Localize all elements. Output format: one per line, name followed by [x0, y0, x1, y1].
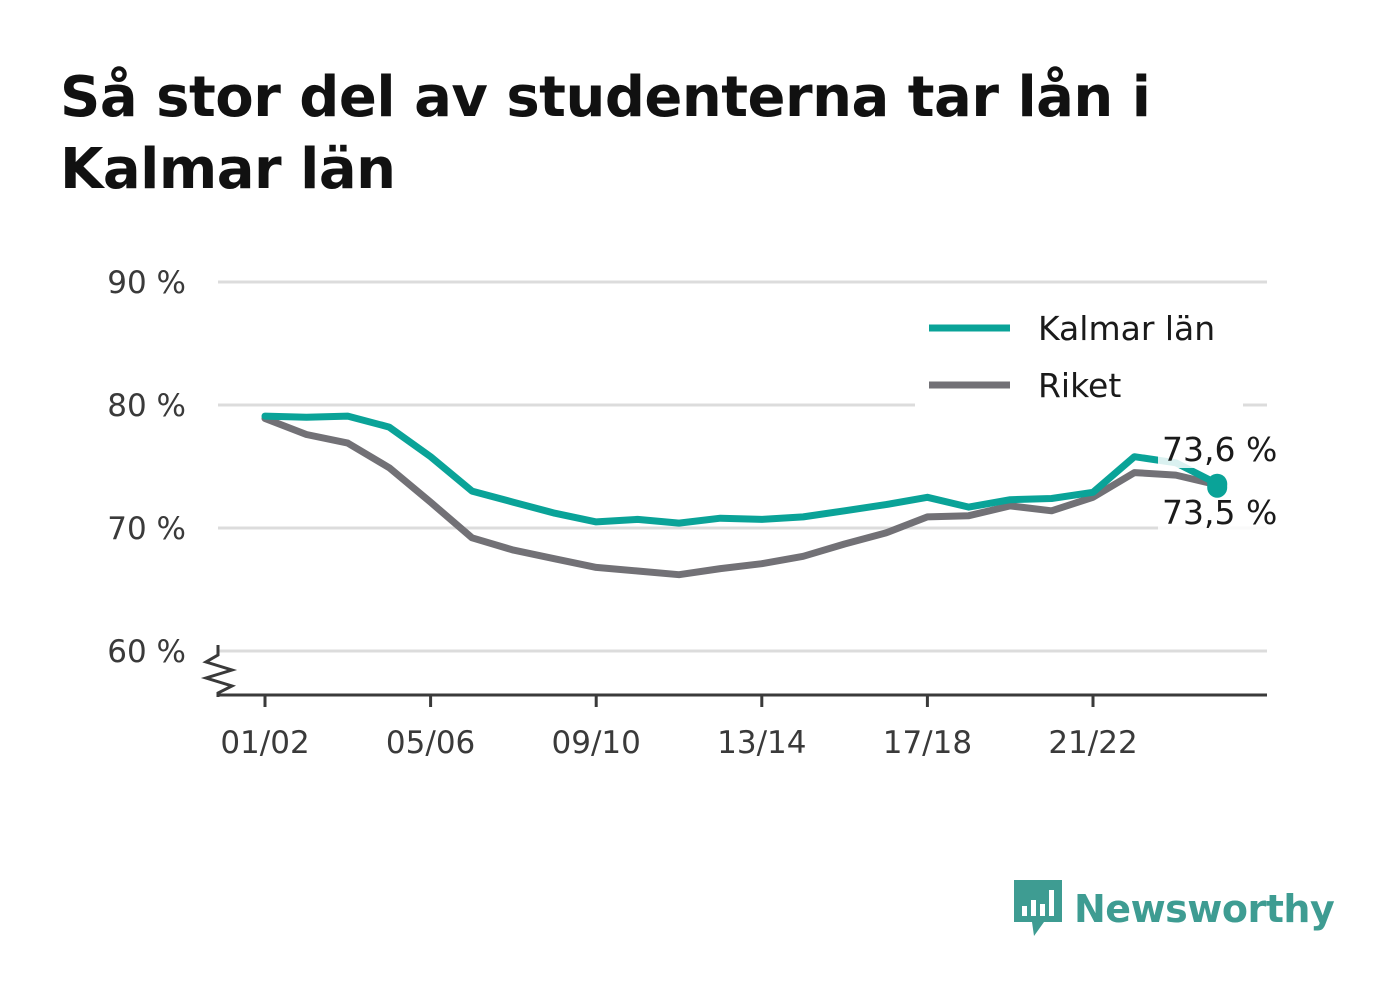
chart-title: Så stor del av studenterna tar lån i Kal… — [60, 65, 1151, 202]
legend-label: Kalmar län — [1038, 309, 1215, 348]
x-tick-label: 13/14 — [717, 725, 806, 761]
x-tick-label: 01/02 — [220, 725, 309, 761]
y-axis-break-icon — [200, 645, 238, 697]
x-tick-label: 05/06 — [386, 725, 475, 761]
newsworthy-logo: Newsworthy — [1012, 878, 1335, 940]
y-tick-label: 90 % — [107, 265, 186, 301]
end-label-background — [1158, 493, 1280, 533]
x-axis: 01/02 05/06 09/10 13/14 17/18 21/22 — [200, 645, 1267, 761]
series-line-kalmar — [261, 412, 1221, 527]
series-endpoint-highlight — [1207, 477, 1228, 498]
series-lines — [261, 412, 1228, 579]
end-label-riket: 73,5 % — [1162, 493, 1277, 532]
legend: Kalmar län Riket — [915, 300, 1243, 408]
y-tick-label: 70 % — [107, 511, 186, 547]
x-tick-label: 09/10 — [552, 725, 641, 761]
end-label-background — [1158, 428, 1280, 468]
end-labels: 73,6 % 73,5 % — [1158, 428, 1280, 533]
legend-background — [915, 300, 1243, 408]
end-label-kalmar: 73,6 % — [1162, 430, 1277, 469]
x-tick-label: 21/22 — [1048, 725, 1137, 761]
bar-chart-speech-bubble-icon — [1014, 880, 1062, 936]
y-tick-label: 80 % — [107, 388, 186, 424]
y-tick-label: 60 % — [107, 634, 186, 670]
legend-label: Riket — [1038, 366, 1121, 405]
y-axis-ticks: 60 % 70 % 80 % 90 % — [107, 265, 186, 670]
series-line-riket — [261, 415, 1221, 579]
brand-name: Newsworthy — [1074, 887, 1335, 931]
x-tick-label: 17/18 — [883, 725, 972, 761]
